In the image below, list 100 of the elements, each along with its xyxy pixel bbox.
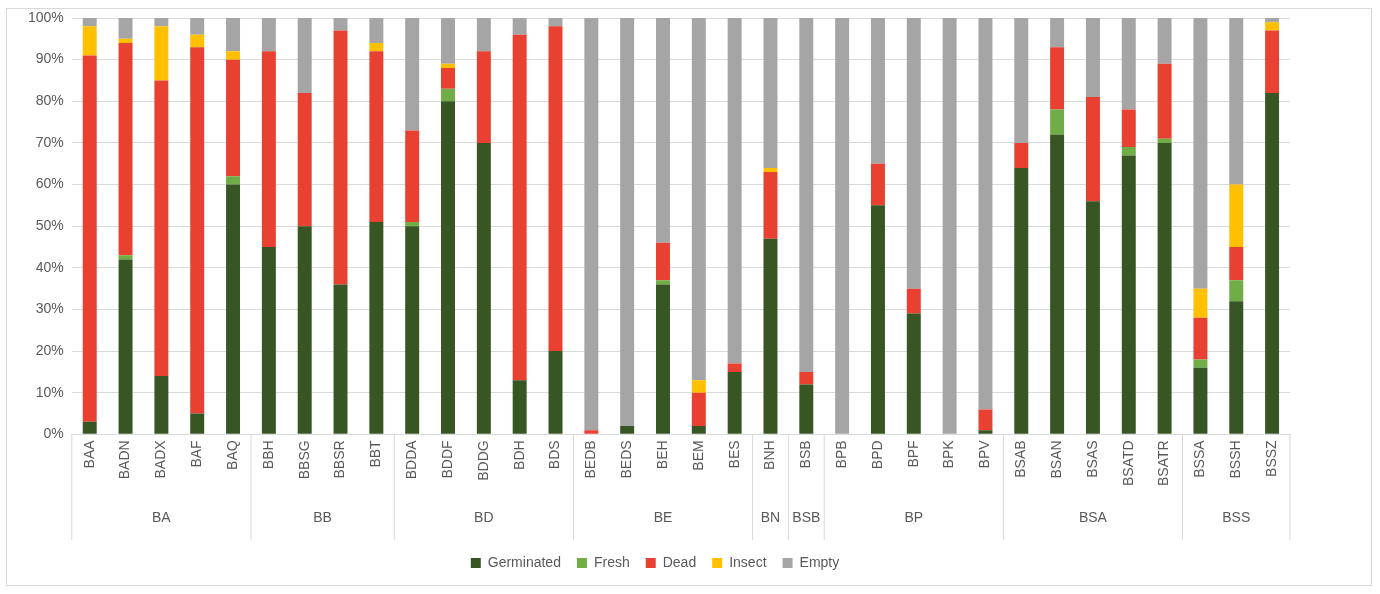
bar — [584, 430, 599, 434]
y-tick-label: 20% — [35, 341, 64, 358]
bar — [441, 88, 455, 102]
bar — [942, 18, 957, 434]
bar — [548, 26, 563, 352]
bar — [978, 18, 993, 410]
bar — [226, 184, 241, 434]
bar — [584, 18, 599, 431]
text: BSB — [792, 508, 821, 525]
bar — [1193, 367, 1208, 434]
legend-label: Insect — [729, 553, 767, 570]
bar — [1014, 18, 1029, 143]
bar — [261, 51, 276, 247]
bar — [333, 30, 348, 285]
x-tick-label: BPV — [976, 439, 993, 469]
bar — [691, 18, 706, 381]
x-tick-label: BDH — [510, 440, 527, 470]
bar — [512, 380, 527, 434]
legend-label: Dead — [662, 553, 697, 570]
bar — [1121, 109, 1136, 148]
bar — [261, 18, 276, 52]
bar — [548, 18, 563, 27]
bar — [620, 18, 635, 427]
x-tick-label: BPK — [940, 439, 957, 469]
bar — [763, 238, 778, 434]
bar — [118, 38, 133, 43]
bar — [763, 167, 778, 173]
bar — [1014, 167, 1029, 434]
x-tick-label: BSSH — [1227, 440, 1244, 479]
x-tick-label: BEDB — [582, 440, 599, 479]
x-tick-label: BSAS — [1083, 440, 1100, 478]
y-tick-label: 10% — [35, 383, 64, 400]
bar — [763, 172, 778, 239]
bar — [799, 384, 814, 434]
bar — [656, 242, 670, 281]
bar — [1085, 201, 1100, 434]
bar — [1229, 184, 1244, 247]
bar — [727, 371, 742, 434]
x-tick-label: BADN — [116, 440, 133, 480]
x-tick-label: BPF — [904, 440, 921, 468]
x-tick-label: BDDA — [403, 439, 420, 480]
bar — [1050, 134, 1065, 434]
x-tick-label: BSSZ — [1262, 439, 1279, 477]
x-tick-label: BPD — [868, 440, 885, 470]
bar — [82, 18, 97, 27]
bar — [1229, 301, 1244, 434]
bar — [656, 18, 670, 243]
bar — [190, 413, 205, 434]
bar — [441, 18, 455, 64]
bar — [906, 288, 921, 314]
bar — [1157, 18, 1172, 64]
x-tick-label: BBSR — [331, 440, 348, 479]
legend-label: Empty — [799, 553, 840, 570]
bar — [1229, 247, 1244, 281]
bar — [297, 226, 312, 434]
bar — [190, 34, 205, 48]
bar — [1050, 18, 1065, 48]
x-tick-label: BSAB — [1012, 440, 1029, 478]
bar — [1157, 63, 1172, 139]
bar — [297, 92, 312, 227]
y-tick-label: 70% — [35, 133, 64, 150]
bar — [548, 351, 563, 434]
y-tick-label: 90% — [35, 50, 64, 67]
text: BN — [760, 508, 781, 525]
bar — [226, 59, 241, 177]
bar — [1193, 359, 1208, 368]
bar — [1157, 142, 1172, 434]
bar — [906, 18, 921, 289]
bar — [1229, 18, 1244, 185]
bar — [1157, 138, 1172, 143]
y-tick-label: 40% — [35, 258, 64, 275]
x-tick-label: BDS — [546, 440, 563, 470]
x-tick-label: BNH — [761, 440, 778, 470]
bar — [405, 18, 420, 131]
bar — [870, 18, 885, 164]
bar — [476, 51, 491, 143]
bar — [978, 409, 993, 431]
bar — [369, 18, 384, 43]
bar — [906, 313, 921, 434]
bar — [799, 371, 814, 385]
bar — [369, 42, 384, 52]
bar — [1085, 18, 1100, 98]
bar — [1050, 47, 1065, 110]
bar — [154, 18, 169, 27]
bar — [190, 47, 205, 414]
x-tick-label: BDDF — [438, 440, 455, 479]
bar — [154, 26, 169, 81]
bar — [118, 255, 133, 260]
y-tick-label: 0% — [43, 425, 64, 442]
bar — [620, 426, 635, 434]
bar — [118, 18, 133, 39]
x-tick-label: BSATD — [1119, 440, 1136, 486]
x-tick-label: BADX — [152, 439, 169, 479]
bar — [1193, 288, 1208, 318]
bar — [441, 101, 455, 434]
bar — [405, 130, 420, 223]
bar — [441, 63, 455, 68]
y-tick-label: 60% — [35, 175, 64, 192]
bar — [405, 226, 420, 434]
x-tick-label: BBSG — [295, 440, 312, 480]
